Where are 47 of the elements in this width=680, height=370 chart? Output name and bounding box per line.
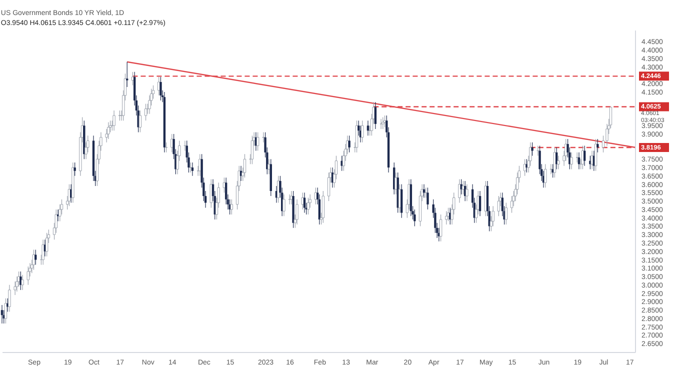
candlestick xyxy=(243,154,246,178)
candlestick xyxy=(303,192,306,214)
candlestick xyxy=(138,110,142,133)
candlestick xyxy=(594,138,598,172)
candlestick xyxy=(414,209,416,227)
candlestick xyxy=(268,158,270,175)
candlestick xyxy=(322,190,325,224)
candlestick xyxy=(21,274,24,290)
candlestick xyxy=(42,239,44,266)
candlestick xyxy=(544,164,547,188)
candlestick xyxy=(531,142,534,156)
candlestick xyxy=(400,184,403,218)
candlestick xyxy=(374,102,377,130)
candlestick xyxy=(557,155,560,170)
candlestick xyxy=(191,162,194,176)
candlestick xyxy=(34,249,37,266)
candlestick xyxy=(458,178,461,204)
candlestick xyxy=(570,152,573,170)
candlestick xyxy=(74,162,76,176)
candlestick xyxy=(26,266,30,286)
candlestick xyxy=(366,120,370,136)
candlestick xyxy=(348,135,350,153)
candlestick xyxy=(340,155,343,172)
candlestick xyxy=(382,116,384,130)
candlestick xyxy=(439,214,442,242)
candlestick xyxy=(0,304,4,324)
candlestick xyxy=(583,145,586,166)
candlestick xyxy=(107,122,110,140)
candlestick xyxy=(296,199,298,225)
candlestick xyxy=(282,194,286,216)
candlestick xyxy=(361,120,364,143)
candlestick xyxy=(596,138,599,153)
candlestick xyxy=(144,103,148,121)
candlestick xyxy=(466,184,468,202)
candlestick xyxy=(497,196,500,216)
candlestick xyxy=(126,62,128,88)
candlestick xyxy=(250,135,254,164)
candlestick xyxy=(478,190,482,216)
candlestick xyxy=(426,187,429,210)
candlestick xyxy=(523,158,526,176)
candlestick xyxy=(301,192,304,210)
candlestick xyxy=(383,115,386,128)
candlestick xyxy=(160,76,162,101)
candlestick xyxy=(112,110,116,131)
candlestick xyxy=(306,197,310,215)
candlestick xyxy=(445,210,448,225)
candlestick xyxy=(256,132,260,152)
